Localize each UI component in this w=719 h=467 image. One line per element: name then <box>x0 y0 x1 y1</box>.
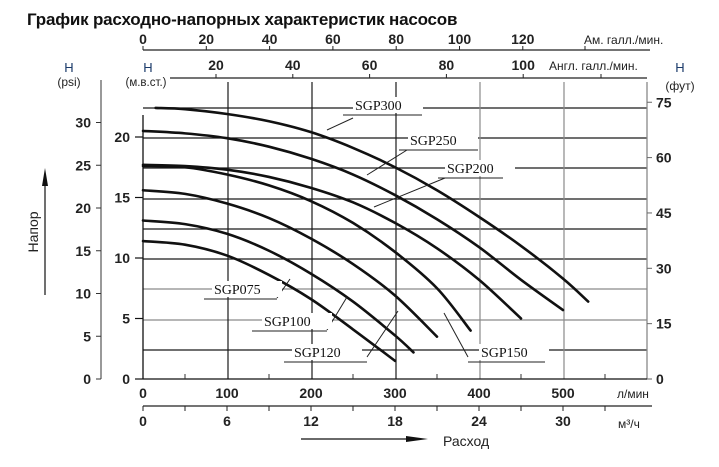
top-tick-uk: 80 <box>439 57 455 73</box>
y-tick-m: 5 <box>122 311 130 327</box>
y-tick-ft: 0 <box>656 371 664 387</box>
x-tick-m3h: 12 <box>303 413 319 429</box>
curve-label-sgp300: SGP300 <box>355 99 402 114</box>
svg-text:H: H <box>143 60 152 75</box>
axes: 05101520H(м.в.ст.)051015202530H(psi)Напо… <box>25 31 695 449</box>
curve-sgp200 <box>141 163 523 320</box>
performance-curves <box>141 106 590 363</box>
y-tick-ft: 30 <box>656 260 672 276</box>
x-tick-lmin: 300 <box>383 385 407 401</box>
curve-labels: SGP300 SGP250 SGP200 SGP075 SGP100 SGP120 SGP1… <box>204 97 549 363</box>
top-tick-us: 20 <box>199 31 215 47</box>
svg-text:(м.в.ст.): (м.в.ст.) <box>125 77 166 89</box>
y-tick-psi: 15 <box>75 243 91 259</box>
svg-text:л/мин: л/мин <box>617 387 649 401</box>
x-tick-m3h: 30 <box>555 413 571 429</box>
x-tick-m3h: 6 <box>223 413 231 429</box>
y-tick-psi: 10 <box>75 286 91 302</box>
y-tick-m: 20 <box>114 129 130 145</box>
top-tick-us: 40 <box>262 31 278 47</box>
curve-sgp100 <box>141 219 415 354</box>
svg-text:(фут): (фут) <box>665 79 694 93</box>
curve-label-sgp075: SGP075 <box>214 283 261 298</box>
curve-sgp300 <box>154 106 590 303</box>
y-tick-m: 10 <box>114 250 130 266</box>
curve-label-sgp100: SGP100 <box>264 315 311 330</box>
top-tick-uk: 40 <box>285 57 301 73</box>
y-tick-psi: 20 <box>75 200 91 216</box>
top-tick-us: 0 <box>139 31 147 47</box>
svg-text:Расход: Расход <box>443 433 489 449</box>
svg-text:(psi): (psi) <box>57 75 80 89</box>
y-tick-ft: 75 <box>656 94 672 110</box>
svg-text:Напор: Напор <box>25 211 41 252</box>
top-tick-us: 120 <box>511 31 535 47</box>
y-tick-ft: 60 <box>656 150 672 166</box>
curve-sgp250 <box>141 129 565 312</box>
curve-label-sgp120: SGP120 <box>294 346 341 361</box>
x-tick-lmin: 500 <box>551 385 575 401</box>
svg-text:Англ. галл./мин.: Англ. галл./мин. <box>549 59 638 73</box>
x-tick-m3h: 18 <box>387 413 403 429</box>
top-tick-us: 80 <box>388 31 404 47</box>
y-tick-psi: 5 <box>83 328 91 344</box>
x-tick-lmin: 0 <box>139 385 147 401</box>
y-tick-m: 0 <box>122 371 130 387</box>
grid-lines <box>143 82 647 379</box>
x-tick-lmin: 100 <box>215 385 239 401</box>
svg-text:H: H <box>64 60 73 75</box>
top-tick-us: 100 <box>448 31 472 47</box>
curve-sgp150 <box>141 164 472 332</box>
svg-text:Ам. галл./мин.: Ам. галл./мин. <box>584 33 663 47</box>
x-tick-lmin: 400 <box>467 385 491 401</box>
chart-title: График расходно-напорных характеристик н… <box>27 10 458 29</box>
y-tick-psi: 30 <box>75 115 91 131</box>
x-tick-m3h: 0 <box>139 413 147 429</box>
top-tick-uk: 60 <box>362 57 378 73</box>
curve-sgp075 <box>141 239 397 363</box>
y-tick-psi: 25 <box>75 157 91 173</box>
y-tick-psi: 0 <box>83 371 91 387</box>
curve-label-sgp250: SGP250 <box>410 134 457 149</box>
top-tick-uk: 20 <box>208 57 224 73</box>
x-tick-m3h: 24 <box>471 413 487 429</box>
y-tick-ft: 45 <box>656 205 672 221</box>
top-tick-uk: 100 <box>512 57 536 73</box>
y-tick-ft: 15 <box>656 316 672 332</box>
svg-text:H: H <box>675 60 684 75</box>
svg-text:м³/ч: м³/ч <box>618 417 640 431</box>
curve-label-sgp150: SGP150 <box>481 346 528 361</box>
curve-sgp120 <box>141 188 439 338</box>
x-tick-lmin: 200 <box>299 385 323 401</box>
curve-label-sgp200: SGP200 <box>447 162 494 177</box>
y-tick-m: 15 <box>114 190 130 206</box>
top-tick-us: 60 <box>325 31 341 47</box>
